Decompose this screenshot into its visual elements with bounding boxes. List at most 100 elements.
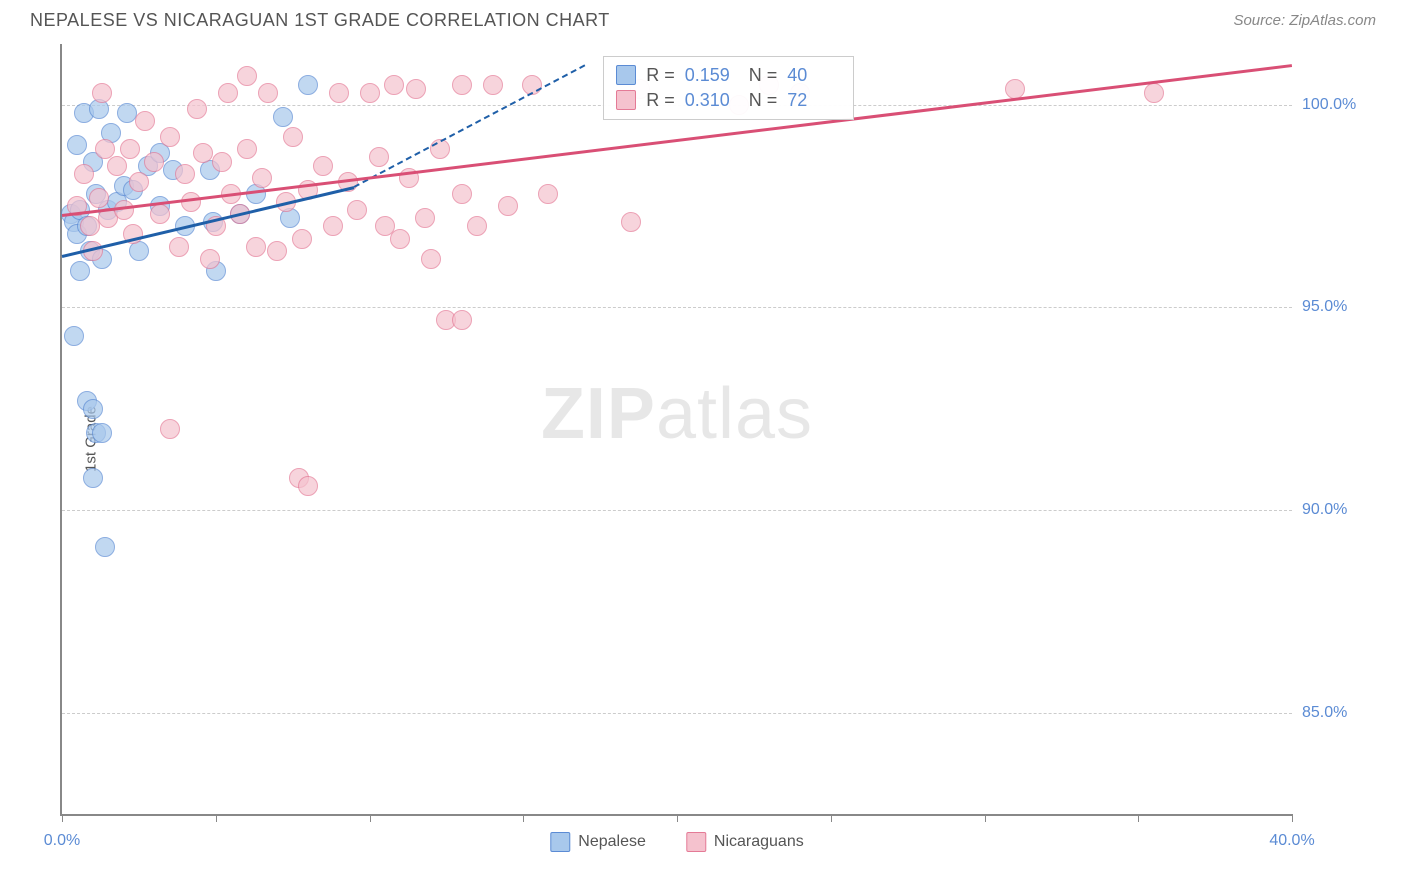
scatter-point xyxy=(95,537,115,557)
y-tick-label: 100.0% xyxy=(1302,96,1377,114)
scatter-point xyxy=(144,152,164,172)
scatter-point xyxy=(135,111,155,131)
stats-n-value: 40 xyxy=(787,65,841,86)
grid-line xyxy=(62,510,1292,511)
x-tick xyxy=(985,814,986,822)
stats-r-value: 0.159 xyxy=(685,65,739,86)
scatter-point xyxy=(452,75,472,95)
x-tick xyxy=(677,814,678,822)
scatter-point xyxy=(369,147,389,167)
stats-row: R = 0.159 N = 40 xyxy=(616,63,841,88)
stats-row: R = 0.310 N = 72 xyxy=(616,88,841,113)
x-tick xyxy=(1292,814,1293,822)
scatter-point xyxy=(117,103,137,123)
scatter-point xyxy=(246,237,266,257)
scatter-point xyxy=(169,237,189,257)
scatter-point xyxy=(313,156,333,176)
scatter-point xyxy=(200,249,220,269)
legend-swatch xyxy=(686,832,706,852)
scatter-point xyxy=(538,184,558,204)
scatter-point xyxy=(467,216,487,236)
scatter-point xyxy=(150,204,170,224)
series-swatch xyxy=(616,90,636,110)
scatter-point xyxy=(347,200,367,220)
y-tick-label: 85.0% xyxy=(1302,704,1377,722)
scatter-point xyxy=(292,229,312,249)
x-tick xyxy=(62,814,63,822)
chart-container: 1st Grade ZIPatlas 85.0%90.0%95.0%100.0%… xyxy=(50,44,1380,834)
x-tick-label: 40.0% xyxy=(1269,832,1314,850)
scatter-point xyxy=(298,75,318,95)
stats-r-value: 0.310 xyxy=(685,90,739,111)
x-tick xyxy=(216,814,217,822)
scatter-point xyxy=(360,83,380,103)
scatter-point xyxy=(273,107,293,127)
legend: Nepalese Nicaraguans xyxy=(550,832,803,852)
scatter-point xyxy=(237,66,257,86)
stats-box: R = 0.159 N = 40 R = 0.310 N = 72 xyxy=(603,56,854,120)
legend-swatch xyxy=(550,832,570,852)
scatter-point xyxy=(1144,83,1164,103)
stats-r-label: R = xyxy=(646,65,675,86)
scatter-point xyxy=(329,83,349,103)
scatter-point xyxy=(89,188,109,208)
plot-area: ZIPatlas 85.0%90.0%95.0%100.0%0.0%40.0%R… xyxy=(60,44,1292,816)
y-tick-label: 90.0% xyxy=(1302,501,1377,519)
scatter-point xyxy=(193,143,213,163)
scatter-point xyxy=(83,399,103,419)
scatter-point xyxy=(120,139,140,159)
scatter-point xyxy=(415,208,435,228)
scatter-point xyxy=(107,156,127,176)
scatter-point xyxy=(218,83,238,103)
scatter-point xyxy=(498,196,518,216)
scatter-point xyxy=(187,99,207,119)
series-swatch xyxy=(616,65,636,85)
scatter-point xyxy=(1005,79,1025,99)
chart-title: NEPALESE VS NICARAGUAN 1ST GRADE CORRELA… xyxy=(30,10,610,31)
scatter-point xyxy=(92,83,112,103)
stats-n-value: 72 xyxy=(787,90,841,111)
scatter-point xyxy=(160,127,180,147)
scatter-point xyxy=(283,127,303,147)
x-tick xyxy=(523,814,524,822)
scatter-point xyxy=(258,83,278,103)
legend-label: Nepalese xyxy=(578,833,646,851)
scatter-point xyxy=(267,241,287,261)
legend-item: Nepalese xyxy=(550,832,646,852)
stats-r-label: R = xyxy=(646,90,675,111)
stats-n-label: N = xyxy=(749,65,778,86)
scatter-point xyxy=(452,310,472,330)
scatter-point xyxy=(67,135,87,155)
scatter-point xyxy=(83,468,103,488)
scatter-point xyxy=(129,172,149,192)
x-tick xyxy=(1138,814,1139,822)
scatter-point xyxy=(621,212,641,232)
scatter-point xyxy=(384,75,404,95)
x-tick xyxy=(370,814,371,822)
scatter-point xyxy=(390,229,410,249)
scatter-point xyxy=(452,184,472,204)
stats-n-label: N = xyxy=(749,90,778,111)
scatter-point xyxy=(80,216,100,236)
watermark: ZIPatlas xyxy=(541,373,813,455)
grid-line xyxy=(62,713,1292,714)
scatter-point xyxy=(252,168,272,188)
scatter-point xyxy=(421,249,441,269)
x-tick-label: 0.0% xyxy=(44,832,80,850)
y-tick-label: 95.0% xyxy=(1302,298,1377,316)
scatter-point xyxy=(212,152,232,172)
scatter-point xyxy=(92,423,112,443)
source-label: Source: ZipAtlas.com xyxy=(1233,12,1376,29)
grid-line xyxy=(62,307,1292,308)
scatter-point xyxy=(237,139,257,159)
scatter-point xyxy=(64,326,84,346)
scatter-point xyxy=(160,419,180,439)
scatter-point xyxy=(323,216,343,236)
legend-label: Nicaraguans xyxy=(714,833,804,851)
scatter-point xyxy=(70,261,90,281)
scatter-point xyxy=(298,476,318,496)
scatter-point xyxy=(175,164,195,184)
legend-item: Nicaraguans xyxy=(686,832,804,852)
x-tick xyxy=(831,814,832,822)
scatter-point xyxy=(74,164,94,184)
